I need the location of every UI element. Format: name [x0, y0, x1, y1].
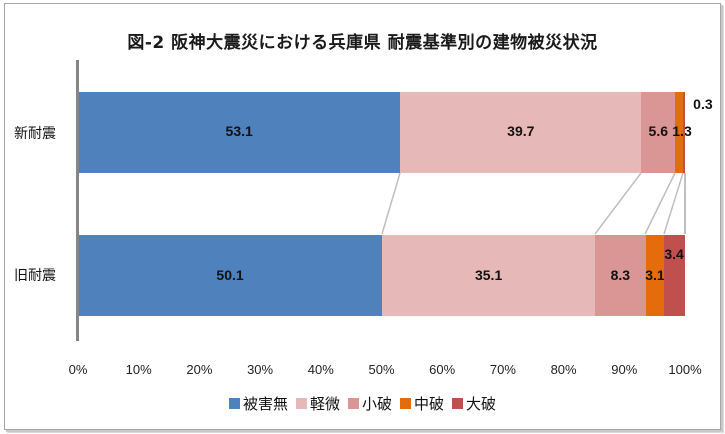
- segment-moderate: 1.3: [672, 92, 692, 173]
- legend-swatch-icon: [228, 398, 240, 409]
- x-tick-label: 40%: [307, 362, 334, 377]
- legend-label: 小破: [361, 395, 392, 413]
- value-label: 39.7: [507, 123, 535, 139]
- category-label-old: 旧耐震: [14, 268, 56, 284]
- x-tick-label: 20%: [186, 362, 213, 377]
- x-tick-label: 90%: [611, 362, 638, 377]
- value-label: 50.1: [216, 267, 244, 283]
- legend: 被害無 軽微 小破 中破 大破: [0, 393, 725, 414]
- x-tick-label: 70%: [489, 362, 516, 377]
- segment-small: 8.3: [595, 235, 646, 316]
- legend-label: 被害無: [242, 395, 288, 413]
- segment-none-damage: 50.1: [78, 235, 383, 316]
- legend-swatch-icon: [400, 398, 411, 409]
- value-label: 53.1: [225, 123, 253, 139]
- legend-label: 軽微: [309, 395, 340, 413]
- legend-item-none-damage: 被害無: [228, 393, 288, 414]
- chart-title: 図-2 阪神大震災における兵庫県 耐震基準別の建物被災状況: [127, 33, 598, 53]
- x-tick-label: 100%: [668, 362, 702, 377]
- segment-minor: 39.7: [400, 92, 642, 173]
- category-axis-line: [76, 60, 79, 341]
- value-label: 35.1: [474, 267, 503, 283]
- category-label-new: 新耐震: [14, 126, 56, 142]
- legend-label: 中破: [414, 395, 445, 413]
- segment-moderate: 3.1: [645, 235, 665, 316]
- legend-item-small: 小破: [347, 393, 392, 414]
- value-label: 8.3: [610, 267, 631, 283]
- x-tick-label: 10%: [125, 362, 152, 377]
- segment-minor: 35.1: [382, 235, 596, 316]
- value-label: 5.6: [648, 123, 668, 139]
- x-tick-label: 50%: [368, 362, 395, 377]
- value-label: 1.3: [672, 123, 692, 139]
- chart-frame: [4, 3, 721, 430]
- legend-item-severe: 大破: [452, 393, 496, 414]
- x-tick-label: 80%: [550, 362, 577, 377]
- bar-new-seismic: 53.1 39.7 5.6 1.3 0.3: [78, 92, 713, 173]
- segment-small: 5.6: [641, 92, 676, 173]
- value-label: 0.3: [693, 96, 713, 112]
- value-label: 3.1: [645, 267, 665, 283]
- segment-severe: 3.4: [664, 235, 685, 316]
- legend-item-minor: 軽微: [295, 393, 340, 414]
- x-tick-label: 0%: [68, 362, 88, 377]
- segment-severe: 0.3: [683, 92, 713, 173]
- legend-swatch-icon: [295, 398, 307, 409]
- legend-swatch-icon: [347, 398, 359, 409]
- legend-swatch-icon: [452, 398, 464, 409]
- bar-old-seismic: 50.1 35.1 8.3 3.1 3.4: [78, 235, 685, 316]
- x-tick-label: 30%: [247, 362, 274, 377]
- legend-label: 大破: [466, 395, 497, 413]
- segment-none-damage: 53.1: [78, 92, 401, 173]
- legend-item-moderate: 中破: [400, 393, 444, 414]
- x-tick-label: 60%: [429, 362, 456, 377]
- value-label: 3.4: [664, 246, 684, 262]
